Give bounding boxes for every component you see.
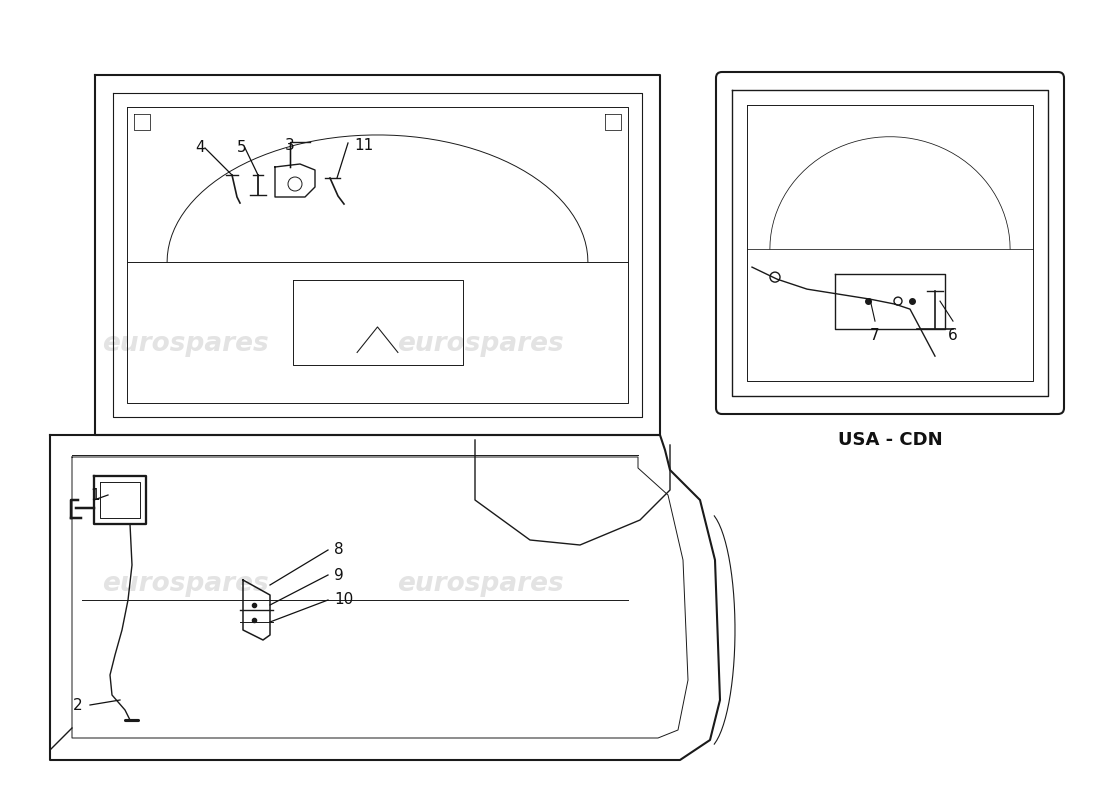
- Text: 5: 5: [238, 140, 246, 155]
- Text: 7: 7: [870, 328, 880, 342]
- FancyBboxPatch shape: [716, 72, 1064, 414]
- Text: 1: 1: [90, 487, 100, 502]
- Text: 4: 4: [195, 140, 205, 155]
- Text: eurospares: eurospares: [786, 331, 954, 357]
- Text: 3: 3: [285, 138, 295, 153]
- Text: 10: 10: [334, 593, 353, 607]
- Text: 9: 9: [334, 567, 343, 582]
- Text: eurospares: eurospares: [397, 331, 563, 357]
- Text: USA - CDN: USA - CDN: [838, 431, 943, 449]
- Text: eurospares: eurospares: [101, 571, 268, 597]
- Text: 11: 11: [354, 138, 373, 153]
- Text: 8: 8: [334, 542, 343, 558]
- Text: eurospares: eurospares: [101, 331, 268, 357]
- Text: 2: 2: [73, 698, 82, 713]
- Text: eurospares: eurospares: [397, 571, 563, 597]
- Text: 6: 6: [948, 328, 958, 342]
